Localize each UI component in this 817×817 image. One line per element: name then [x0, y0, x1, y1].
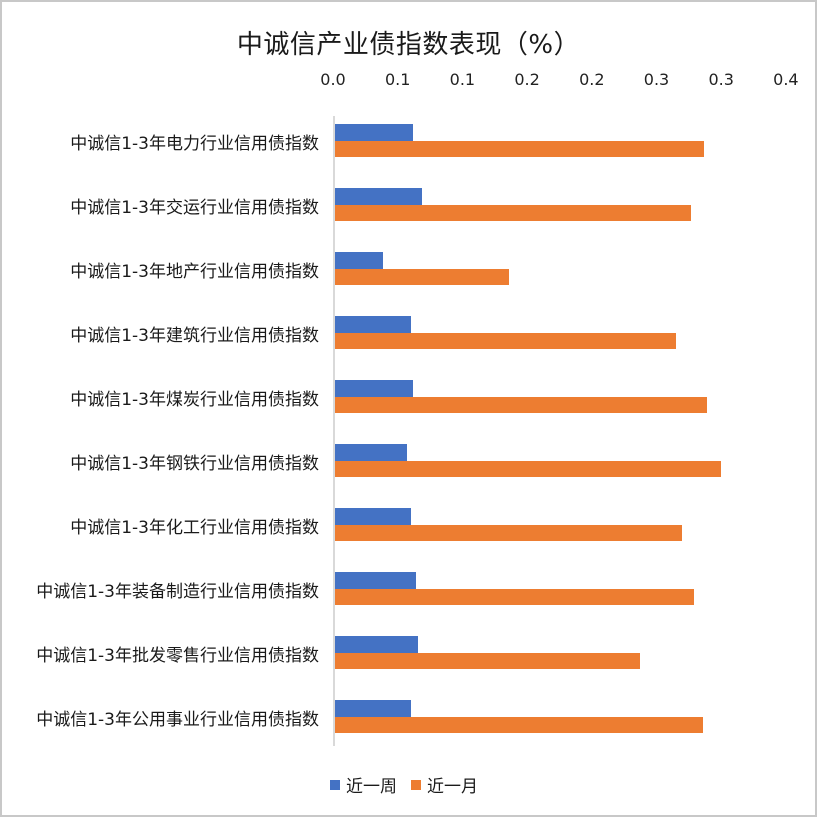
bar-month [335, 269, 509, 285]
bar-week [335, 508, 411, 525]
x-tick-label: 0.2 [514, 70, 540, 89]
x-tick-label: 0.3 [643, 70, 670, 89]
bar-month [335, 717, 704, 733]
x-tick-label: 0.3 [708, 70, 734, 89]
x-tick-label: 0.1 [449, 70, 476, 89]
bar-month [335, 589, 695, 605]
legend-swatch-month [411, 779, 421, 790]
bar-week [335, 188, 423, 205]
legend-swatch-week [330, 779, 340, 790]
bar-month [335, 205, 692, 221]
x-tick-label: 0.1 [384, 70, 411, 89]
category-label: 中诚信1-3年钢铁行业信用债指数 [70, 454, 319, 474]
category-label: 中诚信1-3年公用事业行业信用债指数 [36, 710, 319, 730]
bar-week [335, 252, 384, 269]
bar-week [335, 124, 414, 141]
bar-week [335, 380, 414, 397]
legend-label-month: 近一月 [427, 777, 478, 797]
category-label: 中诚信1-3年交运行业信用债指数 [70, 198, 319, 218]
category-label: 中诚信1-3年化工行业信用债指数 [70, 518, 319, 538]
legend-item-month: 近一月 [411, 772, 478, 797]
x-tick-label: 0.2 [579, 70, 605, 89]
bar-month [335, 653, 640, 669]
legend-item-week: 近一周 [330, 772, 397, 797]
category-label: 中诚信1-3年地产行业信用债指数 [70, 262, 319, 282]
category-label: 中诚信1-3年煤炭行业信用债指数 [70, 390, 319, 410]
bar-month [335, 141, 705, 157]
legend: 近一周 近一月 [330, 772, 492, 797]
bar-week [335, 444, 407, 461]
bar-week [335, 636, 419, 653]
bar-month [335, 397, 707, 413]
x-tick-label: 0.0 [320, 70, 346, 89]
chart-title: 中诚信产业债指数表现（%） [236, 30, 581, 60]
y-axis-line [333, 116, 335, 746]
category-label: 中诚信1-3年批发零售行业信用债指数 [36, 646, 319, 666]
category-label: 中诚信1-3年电力行业信用债指数 [70, 134, 319, 154]
bar-month [335, 333, 676, 349]
bar-week [335, 700, 411, 717]
bar-month [335, 461, 722, 477]
x-tick-label: 0.4 [773, 70, 799, 89]
category-label: 中诚信1-3年建筑行业信用债指数 [70, 326, 319, 346]
bar-month [335, 525, 683, 541]
category-label: 中诚信1-3年装备制造行业信用债指数 [36, 582, 319, 602]
bar-week [335, 572, 416, 589]
legend-label-week: 近一周 [346, 777, 397, 797]
bar-week [335, 316, 411, 333]
